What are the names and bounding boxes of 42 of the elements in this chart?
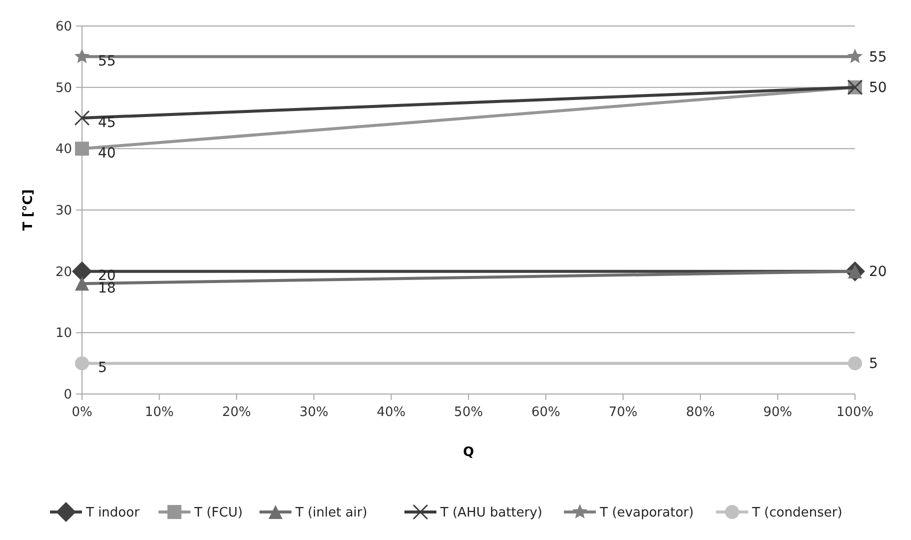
point bbox=[848, 356, 862, 370]
point bbox=[847, 48, 863, 64]
legend-label: T (evaporator) bbox=[598, 506, 694, 521]
x-tick-label: 10% bbox=[144, 405, 174, 420]
x-tick-label: 0% bbox=[72, 405, 92, 420]
point bbox=[75, 356, 89, 370]
x-tick-label: 70% bbox=[608, 405, 638, 420]
x-tick-label: 90% bbox=[763, 405, 792, 420]
y-tick-label: 10 bbox=[55, 326, 72, 342]
y-tick-label: 30 bbox=[55, 204, 72, 219]
legend-label: T (AHU battery) bbox=[439, 506, 542, 521]
y-axis-title: T [°C] bbox=[21, 189, 36, 231]
data-label: 20 bbox=[869, 264, 887, 280]
x-tick-label: 60% bbox=[531, 405, 560, 420]
data-label: 40 bbox=[98, 146, 116, 162]
legend-label: T (inlet air) bbox=[294, 506, 368, 521]
y-tick-label: 50 bbox=[55, 80, 72, 96]
y-tick-label: 60 bbox=[55, 20, 72, 35]
x-tick-label: 40% bbox=[376, 405, 406, 420]
data-label: 5 bbox=[98, 360, 107, 376]
point bbox=[72, 261, 92, 282]
y-tick-label: 0 bbox=[64, 388, 72, 403]
data-label: 55 bbox=[98, 54, 116, 70]
legend-label: T indoor bbox=[85, 506, 140, 521]
data-label: 18 bbox=[98, 280, 116, 296]
y-tick-label: 40 bbox=[55, 142, 72, 158]
x-tick-label: 30% bbox=[299, 405, 328, 420]
x-tick-label: 100% bbox=[836, 405, 874, 420]
x-tick-label: 20% bbox=[222, 405, 252, 420]
legend-label: T (FCU) bbox=[193, 506, 243, 521]
legend-label: T (condenser) bbox=[751, 506, 842, 521]
data-label: 45 bbox=[98, 114, 116, 131]
point bbox=[74, 48, 90, 64]
point bbox=[75, 142, 89, 156]
x-axis-title: Q bbox=[462, 445, 474, 460]
x-tick-label: 80% bbox=[686, 405, 715, 420]
data-label: 55 bbox=[869, 50, 887, 66]
x-tick-label: 50% bbox=[454, 405, 483, 420]
data-label: 5 bbox=[869, 356, 878, 372]
point bbox=[74, 110, 90, 126]
data-label: 50 bbox=[869, 80, 887, 96]
y-tick-label: 20 bbox=[55, 264, 72, 280]
